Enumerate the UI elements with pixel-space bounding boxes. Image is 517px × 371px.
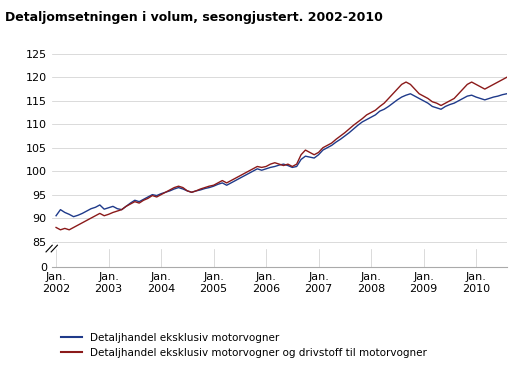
- Text: Detaljomsetningen i volum, sesongjustert. 2002-2010: Detaljomsetningen i volum, sesongjustert…: [5, 11, 383, 24]
- Legend: Detaljhandel eksklusiv motorvogner, Detaljhandel eksklusiv motorvogner og drivst: Detaljhandel eksklusiv motorvogner, Deta…: [57, 329, 431, 362]
